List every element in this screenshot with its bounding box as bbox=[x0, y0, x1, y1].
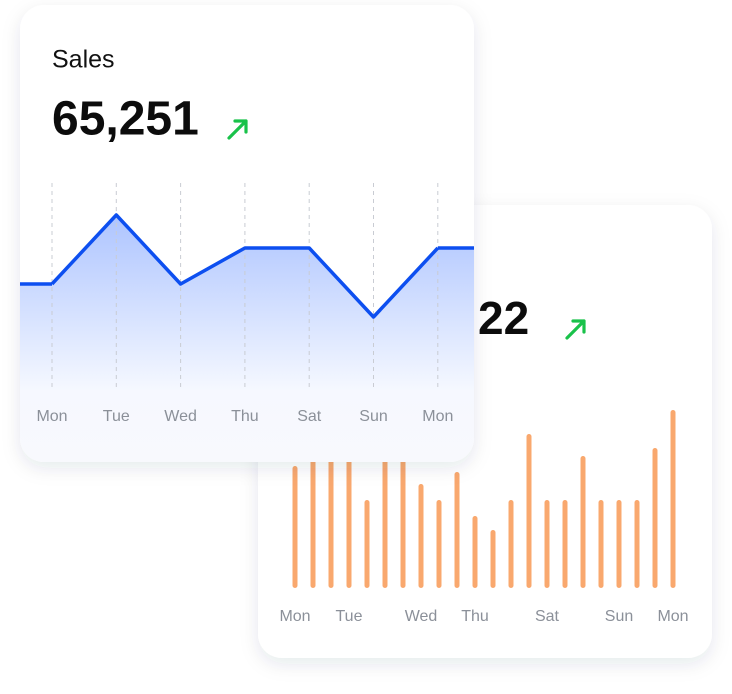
x-tick-label: Sat bbox=[535, 608, 560, 625]
line-chart: Mon Tue Wed Thu Sat Sun Mon bbox=[20, 183, 474, 425]
bar bbox=[580, 456, 586, 588]
x-tick-label: Mon bbox=[279, 608, 310, 625]
bar bbox=[634, 500, 640, 588]
card-title: Sales bbox=[52, 46, 115, 74]
headline: 65,251 bbox=[52, 93, 199, 146]
sales-line bbox=[50, 213, 440, 319]
bar bbox=[472, 516, 478, 588]
x-tick-label: Sat bbox=[297, 408, 322, 425]
x-tick-label: Mon bbox=[422, 408, 453, 425]
x-tick-label: Sun bbox=[359, 408, 387, 425]
x-tick-label: Mon bbox=[36, 408, 67, 425]
x-tick-label: Tue bbox=[103, 408, 130, 425]
headline: 22 bbox=[478, 292, 529, 344]
bar bbox=[292, 466, 298, 588]
x-tick-label: Thu bbox=[461, 608, 489, 625]
x-tick-label: Thu bbox=[231, 408, 259, 425]
x-tick-label: Mon bbox=[657, 608, 688, 625]
bar bbox=[652, 448, 658, 588]
x-tick-label: Sun bbox=[605, 608, 633, 625]
bar bbox=[562, 500, 568, 588]
x-tick-label: Tue bbox=[336, 608, 363, 625]
bar bbox=[382, 438, 388, 588]
bar bbox=[346, 443, 352, 588]
x-tick-label: Wed bbox=[405, 608, 438, 625]
bar bbox=[526, 434, 532, 588]
bar bbox=[436, 500, 442, 588]
bar bbox=[490, 530, 496, 588]
x-tick-label: Wed bbox=[164, 408, 197, 425]
bar bbox=[598, 500, 604, 588]
sales-card: Sales 65,251 Mon Tue Wed Thu Sat Sun Mon bbox=[20, 5, 474, 462]
bar bbox=[364, 500, 370, 588]
trend-up-icon bbox=[227, 119, 248, 140]
bar bbox=[310, 448, 316, 588]
area-fill bbox=[20, 215, 474, 390]
bar bbox=[508, 500, 514, 588]
bar bbox=[670, 410, 676, 588]
trend-up-icon bbox=[565, 319, 586, 340]
bar bbox=[454, 472, 460, 588]
bar bbox=[328, 438, 334, 588]
card-footer bbox=[20, 390, 474, 462]
bar bbox=[544, 500, 550, 588]
bar bbox=[616, 500, 622, 588]
bar bbox=[400, 433, 406, 588]
bar bbox=[418, 484, 424, 588]
